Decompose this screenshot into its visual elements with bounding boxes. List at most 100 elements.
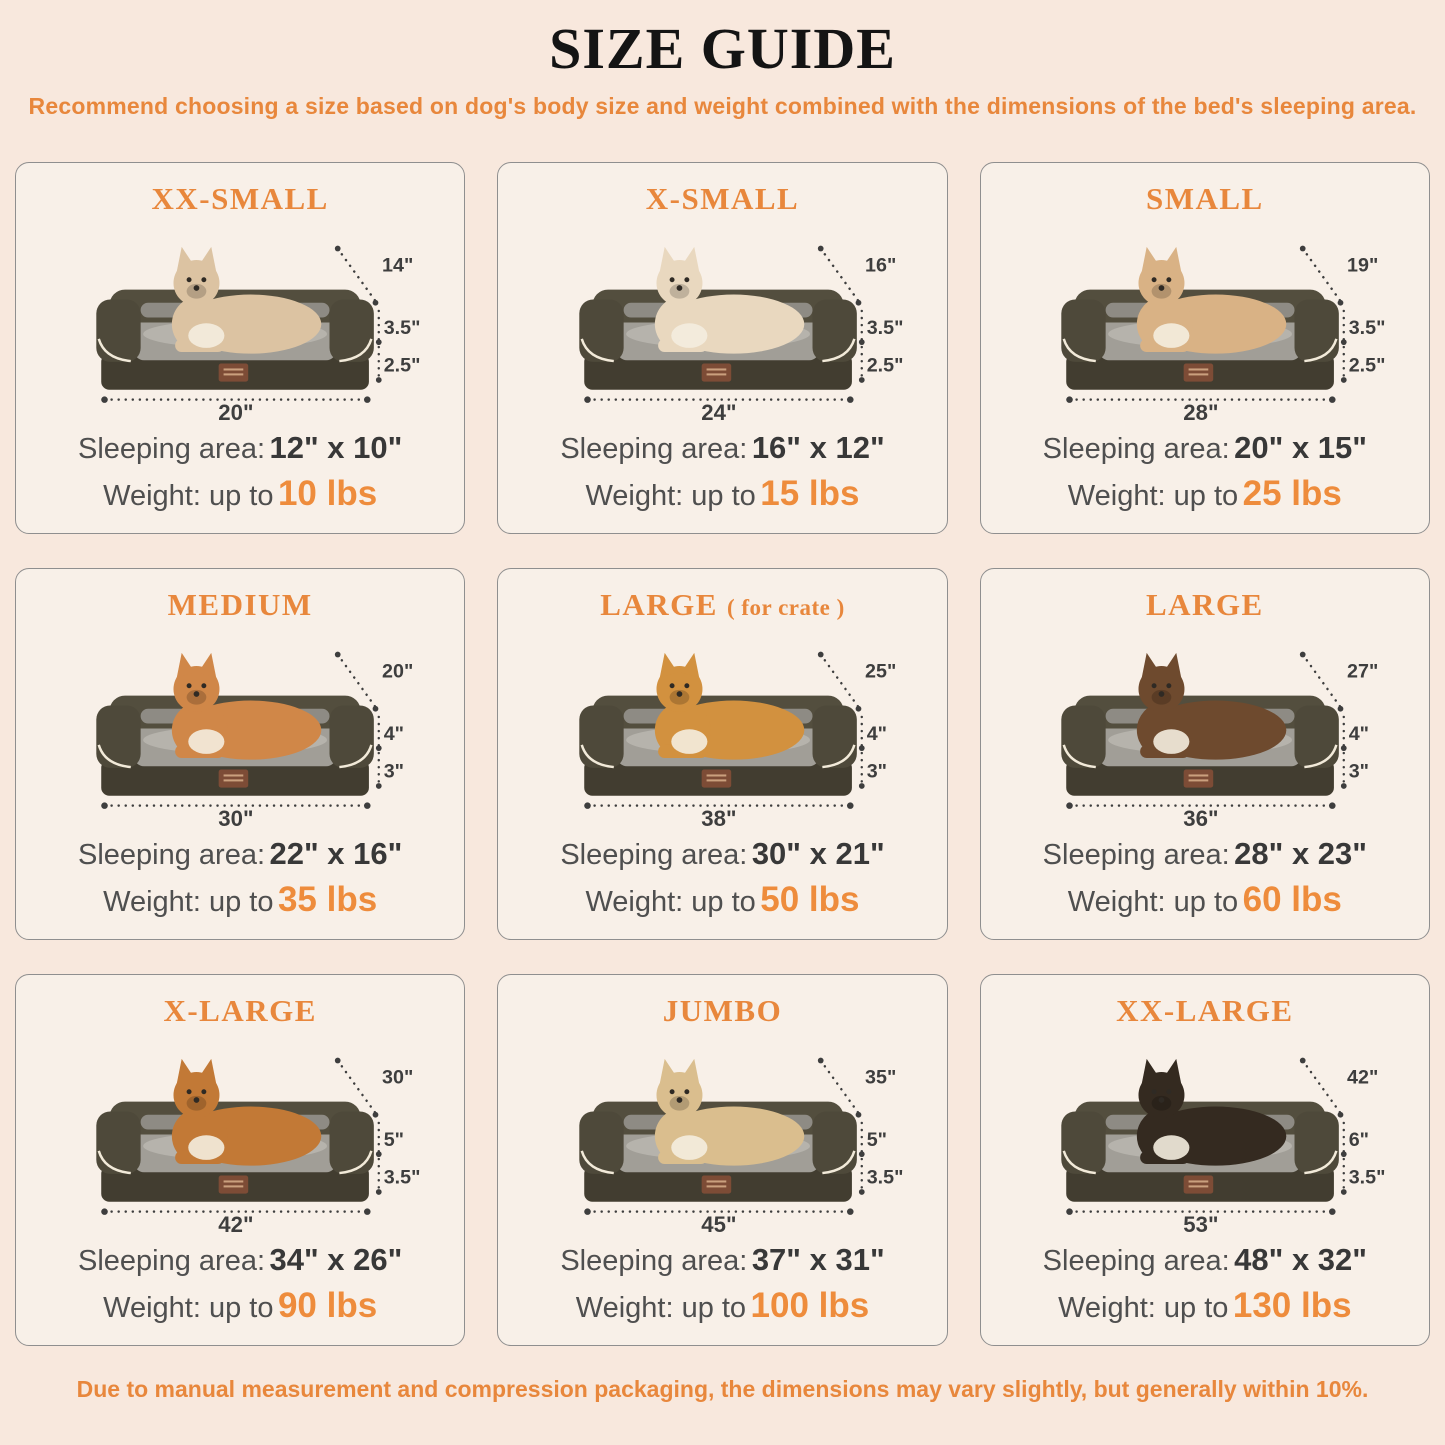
card-title-main: X-SMALL <box>645 181 800 216</box>
sleeping-area-value: 16" x 12" <box>751 430 885 465</box>
size-card-jumbo: JUMBO <box>497 974 948 1346</box>
card-title: X-LARGE <box>163 993 316 1029</box>
weight-label: Weight: up to <box>1067 479 1239 512</box>
card-title-main: JUMBO <box>662 993 783 1028</box>
page-subtitle: Recommend choosing a size based on dog's… <box>28 93 1417 119</box>
bed-illustration: 20" 4" 3" 30" <box>96 651 413 831</box>
card-info: Sleeping area: 28" x 23" Weight: up to 6… <box>1043 833 1367 924</box>
dim-base-height-label: 2.5" <box>384 355 421 377</box>
sleeping-area-label: Sleeping area: <box>1042 839 1230 871</box>
size-card-grid: XX-SMALL <box>15 162 1430 1346</box>
sleeping-area-label: Sleeping area: <box>560 839 748 871</box>
dim-width-label: 36" <box>1183 806 1218 831</box>
brand-patch <box>701 769 731 788</box>
bed-illustration: 35" 5" 3.5" 45" <box>578 1057 903 1237</box>
card-title-main: XX-LARGE <box>1116 993 1294 1028</box>
sleeping-area-label: Sleeping area: <box>1042 433 1230 465</box>
card-info: Sleeping area: 16" x 12" Weight: up to 1… <box>560 427 884 518</box>
dimension-lines <box>583 1057 865 1215</box>
size-card-medium: MEDIUM <box>15 568 466 940</box>
card-title: XX-SMALL <box>151 181 328 217</box>
weight-value: 35 lbs <box>277 879 378 919</box>
sleeping-area-value: 22" x 16" <box>269 836 403 871</box>
dimension-lines <box>101 651 382 809</box>
card-title-main: SMALL <box>1145 181 1264 216</box>
dim-base-height-label: 2.5" <box>866 355 903 377</box>
bed-illustration: 25" 4" 3" 38" <box>578 651 896 831</box>
weight-value: 90 lbs <box>277 1285 378 1325</box>
bed-illustration: 14" 3.5" 2.5" 20" <box>96 245 421 425</box>
bed-illustration: 27" 4" 3" 36" <box>1061 651 1378 831</box>
dim-depth-label: 35" <box>865 1067 896 1089</box>
card-info: Sleeping area: 34" x 26" Weight: up to 9… <box>78 1239 402 1330</box>
dim-base-height-label: 3" <box>866 761 886 783</box>
card-title: X-SMALL <box>646 181 799 217</box>
weight-label: Weight: up to <box>1058 1291 1229 1324</box>
pet-illustration <box>654 652 804 760</box>
weight-label: Weight: up to <box>103 885 274 918</box>
dim-depth-label: 19" <box>1347 255 1378 277</box>
bed-illustration: 16" 3.5" 2.5" 24" <box>578 245 903 425</box>
pet-illustration <box>172 1058 322 1166</box>
dim-base-height-label: 3.5" <box>866 1167 903 1189</box>
sleeping-area-value: 30" x 21" <box>751 836 885 871</box>
dim-depth-label: 30" <box>382 1067 413 1089</box>
sleeping-area-label: Sleeping area: <box>560 1245 748 1277</box>
sleeping-area-value: 12" x 10" <box>269 430 403 465</box>
dim-base-height-label: 3.5" <box>1349 1167 1386 1189</box>
pet-illustration <box>1136 246 1287 354</box>
pet-illustration <box>172 652 322 760</box>
sleeping-area-label: Sleeping area: <box>78 839 266 871</box>
dim-bolster-height-label: 6" <box>1349 1129 1369 1151</box>
card-title-main: LARGE <box>1145 587 1264 622</box>
sleeping-area-value: 37" x 31" <box>751 1242 885 1277</box>
dim-depth-label: 25" <box>865 661 896 683</box>
dim-depth-label: 16" <box>865 255 896 277</box>
size-card-large: LARGE <box>979 568 1430 940</box>
dim-depth-label: 27" <box>1347 661 1378 683</box>
card-info: Sleeping area: 12" x 10" Weight: up to 1… <box>78 427 402 518</box>
brand-patch <box>218 769 249 788</box>
dimension-lines <box>101 245 382 403</box>
sleeping-area-label: Sleeping area: <box>1042 1245 1230 1277</box>
weight-label: Weight: up to <box>585 479 756 512</box>
bed-illustration: 30" 5" 3.5" 42" <box>96 1057 421 1237</box>
size-card-xlarge: X-LARGE <box>15 974 466 1346</box>
dim-width-label: 28" <box>1183 400 1218 425</box>
bed-illustration: 19" 3.5" 2.5" 28" <box>1061 245 1386 425</box>
card-title: LARGE <box>1146 587 1264 623</box>
card-info: Sleeping area: 20" x 15" Weight: up to 2… <box>1043 427 1367 518</box>
dimension-lines <box>101 1057 382 1215</box>
dimension-lines <box>1066 651 1347 809</box>
dimension-lines <box>583 651 865 809</box>
dim-base-height-label: 2.5" <box>1349 355 1386 377</box>
pet-illustration <box>1136 1058 1287 1166</box>
dim-bolster-height-label: 5" <box>866 1129 886 1151</box>
card-title-main: XX-SMALL <box>151 181 329 216</box>
weight-label: Weight: up to <box>585 885 756 918</box>
dimension-lines <box>1066 245 1347 403</box>
weight-value: 100 lbs <box>750 1285 870 1325</box>
weight-label: Weight: up to <box>575 1291 747 1324</box>
card-title: LARGE ( for crate ) <box>600 587 845 623</box>
dim-base-height-label: 3.5" <box>384 1167 421 1189</box>
card-title: MEDIUM <box>168 587 313 623</box>
dim-width-label: 38" <box>701 806 736 831</box>
dim-bolster-height-label: 4" <box>384 723 404 745</box>
card-title: XX-LARGE <box>1116 993 1293 1029</box>
dim-base-height-label: 3" <box>384 761 404 783</box>
bed-illustration: 42" 6" 3.5" 53" <box>1061 1057 1386 1237</box>
card-title-suffix: ( for crate ) <box>726 595 845 620</box>
pet-illustration <box>654 1058 804 1166</box>
weight-value: 10 lbs <box>277 473 378 513</box>
weight-value: 60 lbs <box>1242 879 1342 919</box>
dim-depth-label: 14" <box>382 255 413 277</box>
dim-bolster-height-label: 3.5" <box>1349 317 1386 339</box>
card-title: SMALL <box>1146 181 1264 217</box>
dim-base-height-label: 3" <box>1349 761 1369 783</box>
weight-label: Weight: up to <box>1067 885 1239 918</box>
sleeping-area-label: Sleeping area: <box>78 1245 266 1277</box>
sleeping-area-label: Sleeping area: <box>560 433 748 465</box>
dim-width-label: 42" <box>218 1212 253 1237</box>
weight-value: 50 lbs <box>760 879 860 919</box>
